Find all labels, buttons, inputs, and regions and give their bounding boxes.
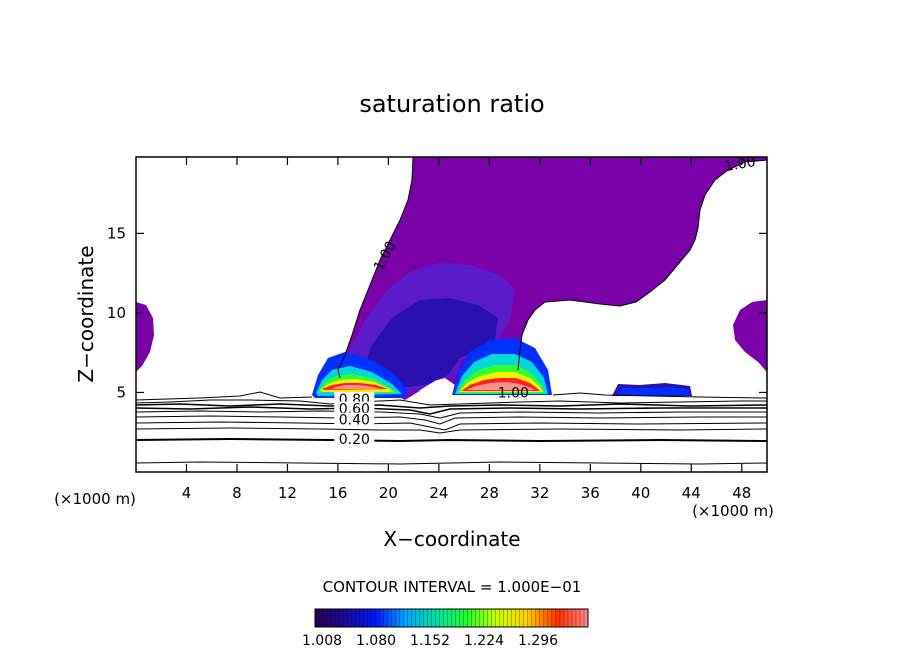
right-cell: [612, 383, 692, 396]
contour-label-group-1: 1.00: [723, 154, 756, 175]
contour-label-bg-5: [334, 412, 375, 427]
contour-label-6: 0.20: [339, 432, 370, 448]
contour-label-group-6: 0.20: [334, 431, 375, 448]
y-tick-label-1: 10: [107, 304, 126, 322]
plot-frame: [135, 156, 768, 473]
colorbar-tick-label-0: 1.008: [302, 633, 342, 649]
middle-cell: [452, 338, 552, 395]
x-tick-label-0: 4: [182, 484, 192, 502]
right-edge-lobe: [733, 300, 767, 372]
contour-label-group-5: 0.40: [334, 412, 375, 429]
left-edge-lobe: [136, 302, 154, 372]
colorbar-ticks: 1.008 1.080 1.152 1.224 1.296: [302, 633, 558, 649]
x-tick-label-11: 48: [732, 484, 751, 502]
x-tick-label-2: 12: [278, 484, 297, 502]
contour-label-bg-6: [334, 431, 375, 446]
x-tick-label-10: 44: [682, 484, 701, 502]
x-tick-label-1: 8: [232, 484, 242, 502]
contour-label-2: 1.00: [498, 386, 529, 402]
plot-area: 1.001.001.000.800.600.400.20: [136, 154, 767, 472]
x-tick-label-8: 36: [581, 484, 600, 502]
colorbar-stripes: [318, 609, 585, 627]
contour-label-group-2: 1.00: [498, 386, 529, 402]
colorbar-tick-label-4: 1.296: [518, 633, 558, 649]
y-axis-label: Z−coordinate: [74, 245, 98, 382]
y-tick-label-0: 5: [116, 383, 126, 401]
x-unit-left: (×1000 m): [54, 490, 136, 508]
x-tick-label-6: 28: [480, 484, 499, 502]
x-tick-label-5: 24: [429, 484, 448, 502]
contour-label-1: 1.00: [723, 154, 756, 175]
chart-title: saturation ratio: [359, 90, 544, 118]
colorbar-tick-label-3: 1.224: [464, 633, 504, 649]
contour-lines: [136, 157, 767, 465]
x-tick-label-7: 32: [530, 484, 549, 502]
colorbar-tick-label-1: 1.080: [356, 633, 396, 649]
x-tick-label-3: 16: [328, 484, 347, 502]
x-axis-label: X−coordinate: [383, 527, 520, 551]
x-axis-ticks: 4 8 12 16 20 24 28 32 36 40 44 48: [182, 157, 751, 502]
x-unit-right: (×1000 m): [692, 502, 774, 520]
contour-label-bg-4: [334, 401, 375, 416]
colorbar-tick-label-2: 1.152: [410, 633, 450, 649]
x-tick-label-9: 40: [631, 484, 650, 502]
deep-core-region: [360, 298, 498, 388]
contour-interval: CONTOUR INTERVAL = 1.000E−01: [323, 578, 582, 596]
x-tick-label-4: 20: [379, 484, 398, 502]
y-axis-ticks: 5 10 15: [107, 224, 767, 401]
contour-label-5: 0.40: [339, 413, 370, 429]
left-cell: [312, 352, 408, 398]
y-tick-label-2: 15: [107, 224, 126, 242]
